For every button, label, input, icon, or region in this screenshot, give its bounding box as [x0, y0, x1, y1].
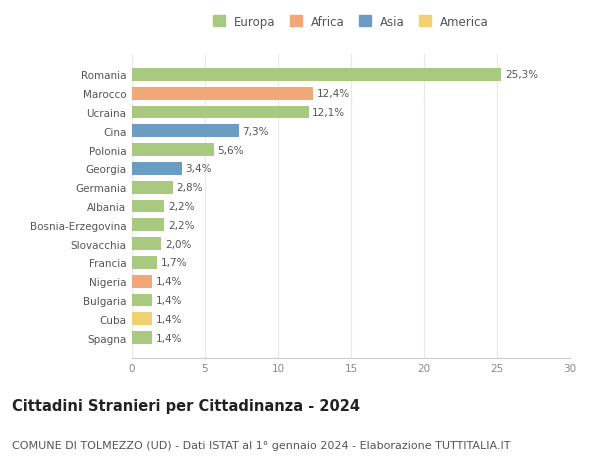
- Text: 25,3%: 25,3%: [505, 70, 538, 80]
- Text: 1,4%: 1,4%: [156, 314, 182, 324]
- Text: 5,6%: 5,6%: [217, 146, 244, 155]
- Bar: [132, 144, 214, 157]
- Bar: [132, 181, 173, 194]
- Bar: [132, 125, 239, 138]
- Text: 2,2%: 2,2%: [168, 202, 194, 212]
- Bar: [132, 294, 152, 307]
- Text: 2,2%: 2,2%: [168, 220, 194, 230]
- Text: Cittadini Stranieri per Cittadinanza - 2024: Cittadini Stranieri per Cittadinanza - 2…: [12, 398, 360, 413]
- Text: COMUNE DI TOLMEZZO (UD) - Dati ISTAT al 1° gennaio 2024 - Elaborazione TUTTITALI: COMUNE DI TOLMEZZO (UD) - Dati ISTAT al …: [12, 440, 511, 450]
- Legend: Europa, Africa, Asia, America: Europa, Africa, Asia, America: [213, 16, 489, 28]
- Bar: [132, 238, 161, 251]
- Bar: [132, 219, 164, 232]
- Text: 2,8%: 2,8%: [176, 183, 203, 193]
- Text: 1,7%: 1,7%: [160, 258, 187, 268]
- Text: 1,4%: 1,4%: [156, 295, 182, 305]
- Text: 2,0%: 2,0%: [165, 239, 191, 249]
- Bar: [132, 69, 502, 82]
- Text: 1,4%: 1,4%: [156, 333, 182, 343]
- Bar: [132, 257, 157, 269]
- Text: 3,4%: 3,4%: [185, 164, 212, 174]
- Bar: [132, 106, 308, 119]
- Text: 7,3%: 7,3%: [242, 127, 269, 136]
- Bar: [132, 275, 152, 288]
- Text: 12,4%: 12,4%: [317, 89, 350, 99]
- Bar: [132, 162, 182, 175]
- Bar: [132, 331, 152, 344]
- Text: 1,4%: 1,4%: [156, 277, 182, 286]
- Bar: [132, 313, 152, 325]
- Bar: [132, 88, 313, 101]
- Text: 12,1%: 12,1%: [313, 108, 346, 118]
- Bar: [132, 200, 164, 213]
